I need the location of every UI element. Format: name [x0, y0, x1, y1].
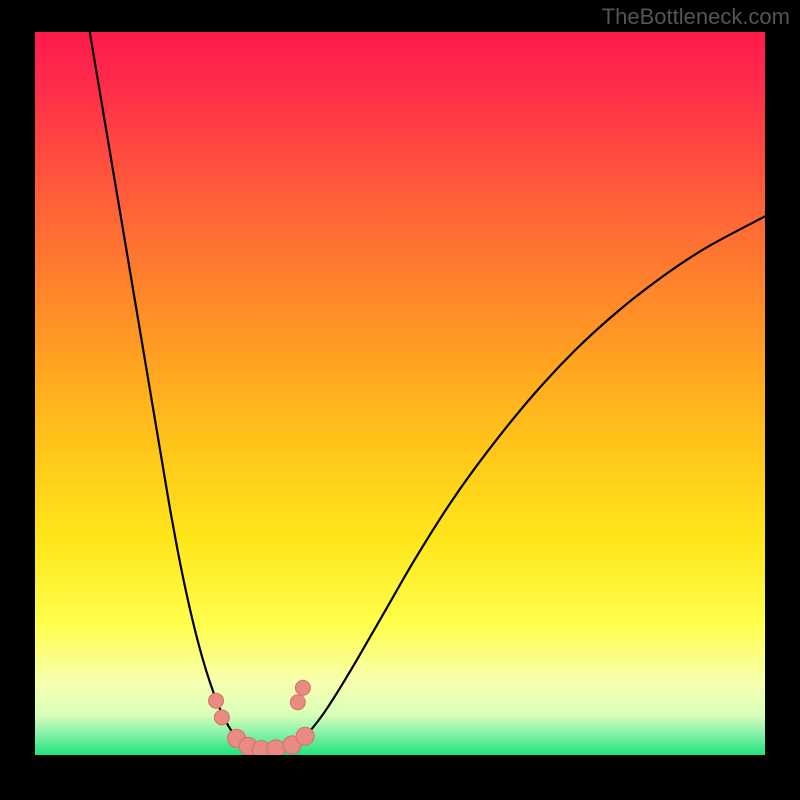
bottleneck-chart [0, 0, 800, 800]
data-marker [296, 727, 314, 745]
data-marker [295, 680, 310, 695]
plot-gradient-background [35, 32, 765, 755]
data-marker [214, 710, 229, 725]
data-marker [290, 695, 305, 710]
data-marker [209, 693, 224, 708]
chart-svg [0, 0, 800, 800]
watermark-text: TheBottleneck.com [602, 4, 790, 30]
